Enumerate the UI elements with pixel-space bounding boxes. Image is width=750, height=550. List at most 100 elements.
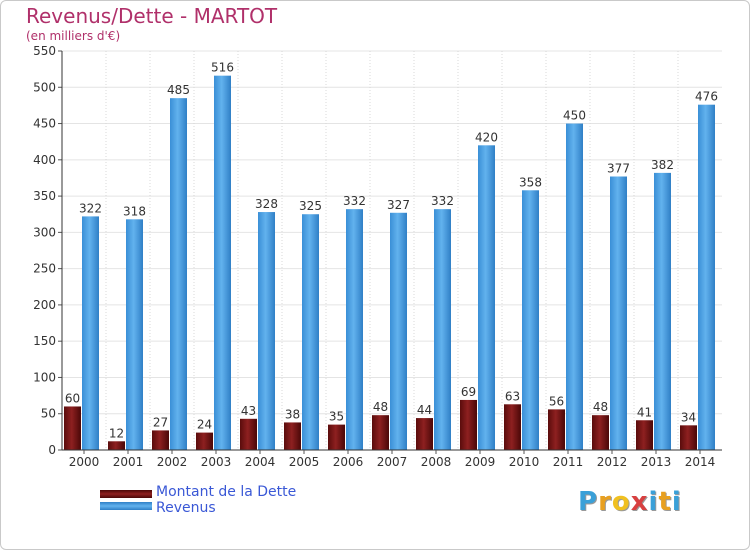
x-tick-label: 2003 xyxy=(201,455,232,469)
bar-debt xyxy=(460,399,477,450)
y-tick-label: 350 xyxy=(33,189,56,203)
x-tick-label: 2013 xyxy=(641,455,672,469)
y-tick-label: 200 xyxy=(33,298,56,312)
y-tick-label: 550 xyxy=(33,44,56,58)
value-label-revenue: 476 xyxy=(695,90,718,104)
legend-swatch-revenue xyxy=(100,502,152,510)
bar-revenue xyxy=(302,214,319,450)
x-tick-label: 2012 xyxy=(597,455,628,469)
chart-title: Revenus/Dette - MARTOT xyxy=(26,4,278,28)
x-tick-label: 2002 xyxy=(157,455,188,469)
y-tick-label: 50 xyxy=(41,407,56,421)
value-label-debt: 41 xyxy=(637,405,652,419)
value-label-debt: 43 xyxy=(241,404,256,418)
logo-letter: i xyxy=(671,487,682,517)
bar-debt xyxy=(592,415,609,450)
y-tick-label: 0 xyxy=(48,443,56,457)
value-labels: 60 322 12 318 27 485 24 516 43 328 38 325 35 332 48 327… xyxy=(65,61,718,441)
axes: 0 50 100 150 200 250 300 350 400 450 500 550 2000 200… xyxy=(33,44,722,469)
value-label-revenue: 332 xyxy=(343,194,366,208)
bar-debt xyxy=(328,424,345,450)
value-label-revenue: 516 xyxy=(211,61,234,75)
logo-letter: t xyxy=(658,487,672,517)
value-label-revenue: 332 xyxy=(431,194,454,208)
y-tick-label: 100 xyxy=(33,370,56,384)
value-label-debt: 24 xyxy=(197,418,212,432)
bar-revenue xyxy=(654,172,671,451)
bar-debt xyxy=(152,430,169,450)
bar-revenue xyxy=(214,75,231,450)
bar-debt xyxy=(636,420,653,450)
value-label-revenue: 318 xyxy=(123,204,146,218)
legend-label-revenue: Revenus xyxy=(156,500,216,516)
legend-swatch-debt xyxy=(100,490,152,498)
value-label-revenue: 327 xyxy=(387,198,410,212)
bar-revenue xyxy=(126,219,143,450)
value-label-revenue: 358 xyxy=(519,175,542,189)
y-tick-label: 250 xyxy=(33,262,56,276)
logo-letter: P xyxy=(578,487,599,517)
logo-letter: x xyxy=(630,487,649,517)
logo-letter: i xyxy=(648,487,659,517)
bar-revenue xyxy=(258,212,275,450)
legend-label-debt: Montant de la Dette xyxy=(156,484,297,500)
value-label-revenue: 382 xyxy=(651,158,674,172)
y-tick-label: 500 xyxy=(33,80,56,94)
value-label-debt: 27 xyxy=(153,415,168,429)
value-label-debt: 48 xyxy=(373,400,388,414)
logo-letter: r xyxy=(598,487,612,517)
value-label-revenue: 450 xyxy=(563,109,586,123)
bar-revenue xyxy=(390,212,407,450)
bar-debt xyxy=(108,441,125,450)
y-tick-label: 300 xyxy=(33,225,56,239)
value-label-revenue: 328 xyxy=(255,197,278,211)
x-tick-label: 2008 xyxy=(421,455,452,469)
chart-subtitle: (en milliers d'€) xyxy=(26,29,121,43)
bar-revenue xyxy=(346,209,363,450)
bar-debt xyxy=(548,409,565,450)
bar-debt xyxy=(372,415,389,450)
y-tick-label: 450 xyxy=(33,117,56,131)
value-label-debt: 63 xyxy=(505,389,520,403)
value-label-debt: 35 xyxy=(329,410,344,424)
y-tick-label: 150 xyxy=(33,334,56,348)
x-tick-label: 2009 xyxy=(465,455,496,469)
bar-debt xyxy=(504,404,521,450)
bar-revenue xyxy=(522,190,539,450)
value-label-debt: 60 xyxy=(65,391,80,405)
bar-revenue xyxy=(698,104,715,450)
value-label-revenue: 485 xyxy=(167,83,190,97)
bar-debt xyxy=(680,425,697,450)
bar-debt xyxy=(240,418,257,450)
bar-debt xyxy=(196,432,213,450)
x-tick-label: 2004 xyxy=(245,455,276,469)
x-tick-label: 2011 xyxy=(553,455,584,469)
logo-letter: o xyxy=(611,487,631,517)
value-label-debt: 12 xyxy=(109,426,124,440)
bar-revenue xyxy=(434,209,451,450)
value-label-debt: 38 xyxy=(285,407,300,421)
value-label-debt: 69 xyxy=(461,385,476,399)
value-label-debt: 44 xyxy=(417,403,432,417)
bar-debt xyxy=(64,406,81,450)
bar-revenue xyxy=(610,176,627,450)
x-tick-label: 2007 xyxy=(377,455,408,469)
x-tick-label: 2006 xyxy=(333,455,364,469)
y-tick-label: 400 xyxy=(33,153,56,167)
value-label-revenue: 322 xyxy=(79,201,102,215)
bar-debt xyxy=(416,418,433,450)
value-label-revenue: 420 xyxy=(475,130,498,144)
x-tick-label: 2001 xyxy=(113,455,144,469)
value-label-debt: 56 xyxy=(549,394,564,408)
bar-revenue xyxy=(170,98,187,451)
value-label-revenue: 325 xyxy=(299,199,322,213)
value-label-debt: 34 xyxy=(681,410,696,424)
bars xyxy=(64,75,715,451)
x-tick-label: 2000 xyxy=(69,455,100,469)
x-tick-label: 2010 xyxy=(509,455,540,469)
bar-revenue xyxy=(566,123,583,450)
value-label-revenue: 377 xyxy=(607,162,630,176)
bar-debt xyxy=(284,422,301,450)
proxiti-logo: Proxiti xyxy=(578,487,682,517)
